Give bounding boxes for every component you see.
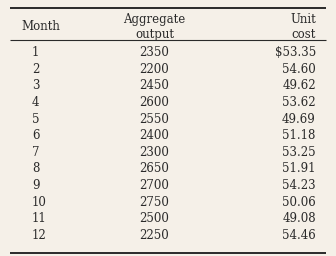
Text: 51.91: 51.91 (282, 163, 316, 175)
Text: 50.06: 50.06 (282, 196, 316, 209)
Text: 2450: 2450 (140, 79, 169, 92)
Text: 2350: 2350 (140, 46, 169, 59)
Text: 7: 7 (32, 146, 39, 159)
Text: 2300: 2300 (140, 146, 169, 159)
Text: 53.25: 53.25 (282, 146, 316, 159)
Text: 8: 8 (32, 163, 39, 175)
Text: 2600: 2600 (140, 96, 169, 109)
Text: 10: 10 (32, 196, 47, 209)
Text: 49.62: 49.62 (282, 79, 316, 92)
Text: 12: 12 (32, 229, 47, 242)
Text: 4: 4 (32, 96, 39, 109)
Text: 1: 1 (32, 46, 39, 59)
Text: 54.23: 54.23 (282, 179, 316, 192)
Text: 49.08: 49.08 (282, 212, 316, 225)
Text: 11: 11 (32, 212, 47, 225)
Text: 53.62: 53.62 (282, 96, 316, 109)
Text: 54.60: 54.60 (282, 63, 316, 76)
Text: 2: 2 (32, 63, 39, 76)
Text: 9: 9 (32, 179, 39, 192)
Text: 2750: 2750 (140, 196, 169, 209)
Text: Unit
cost: Unit cost (290, 13, 316, 41)
Text: $53.35: $53.35 (275, 46, 316, 59)
Text: Month: Month (22, 20, 61, 33)
Text: 51.18: 51.18 (283, 129, 316, 142)
Text: Aggregate
output: Aggregate output (123, 13, 186, 41)
Text: 3: 3 (32, 79, 39, 92)
Text: 2550: 2550 (140, 113, 169, 125)
Text: 5: 5 (32, 113, 39, 125)
Text: 49.69: 49.69 (282, 113, 316, 125)
Text: 2650: 2650 (140, 163, 169, 175)
Text: 6: 6 (32, 129, 39, 142)
Text: 2500: 2500 (140, 212, 169, 225)
Text: 54.46: 54.46 (282, 229, 316, 242)
Text: 2700: 2700 (140, 179, 169, 192)
Text: 2400: 2400 (140, 129, 169, 142)
Text: 2250: 2250 (140, 229, 169, 242)
Text: 2200: 2200 (140, 63, 169, 76)
